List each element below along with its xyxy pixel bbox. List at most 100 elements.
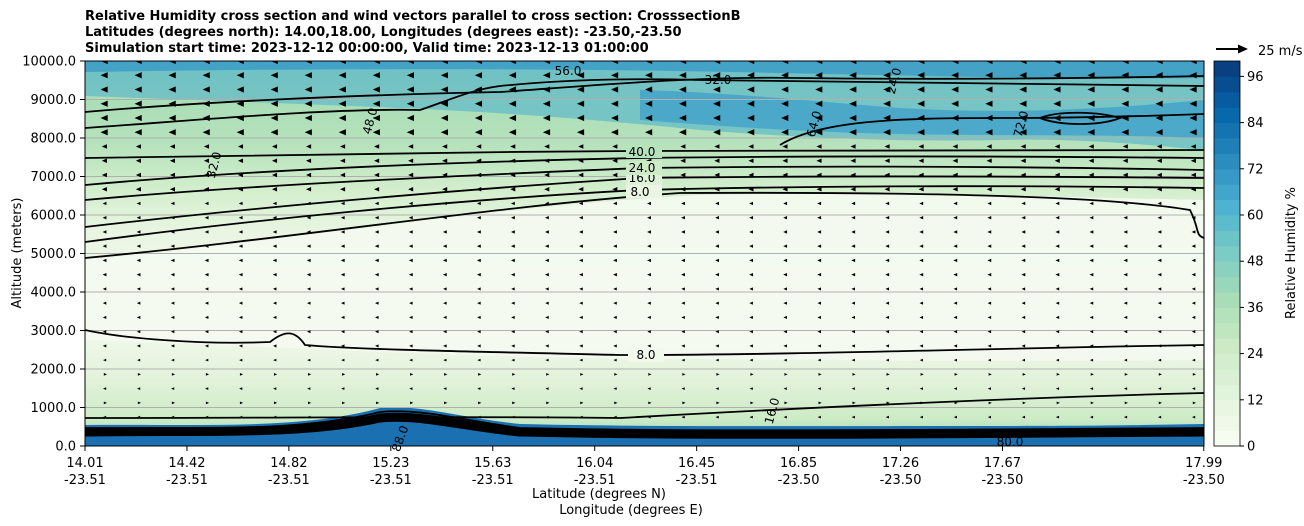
- wind-vector: [476, 216, 481, 220]
- wind-vector: [409, 387, 413, 391]
- wind-vector: [610, 100, 619, 107]
- wind-vector: [648, 372, 652, 376]
- wind-vector: [545, 201, 549, 206]
- wind-vector: [1190, 186, 1196, 192]
- wind-vector: [1157, 415, 1162, 419]
- wind-vector: [987, 258, 992, 263]
- wind-vector: [271, 144, 278, 149]
- wind-vector: [1191, 244, 1196, 248]
- wind-vector: [851, 315, 856, 319]
- wind-vector: [508, 114, 517, 122]
- wind-vector: [1123, 201, 1128, 206]
- wind-vector: [1191, 201, 1196, 206]
- wind-vector: [374, 272, 379, 277]
- wind-vector: [409, 287, 413, 291]
- wind-vector: [1089, 415, 1094, 419]
- colorbar-tick-label: 60: [1247, 209, 1264, 224]
- colorbar-tick-label: 96: [1247, 70, 1264, 85]
- wind-vector: [920, 372, 924, 376]
- wind-vector: [886, 401, 890, 405]
- wind-vector: [784, 372, 788, 376]
- wind-vector: [134, 129, 142, 136]
- wind-vector: [409, 344, 413, 348]
- wind-vector: [136, 216, 141, 220]
- wind-vector: [443, 287, 447, 291]
- wind-vector: [613, 415, 617, 419]
- wind-vector: [680, 158, 686, 163]
- wind-vector: [579, 216, 583, 220]
- y-tick-label: 7000.0: [31, 170, 77, 185]
- wind-vector: [477, 315, 481, 319]
- wind-vector: [781, 72, 789, 79]
- wind-vector: [817, 201, 822, 206]
- wind-vector: [135, 158, 141, 163]
- contour-label-24-top: 24.0: [884, 66, 904, 95]
- x-tick-label-lat: 16.04: [576, 456, 613, 471]
- wind-vector: [748, 144, 754, 149]
- wind-vector: [883, 72, 891, 79]
- wind-vector: [749, 301, 753, 305]
- wind-vector: [884, 158, 890, 163]
- wind-vector: [545, 315, 549, 319]
- wind-vector: [1021, 301, 1026, 305]
- wind-vector: [442, 230, 447, 234]
- contour-label-32-top: 32.0: [705, 73, 732, 87]
- colorbar-segment: [1214, 307, 1240, 324]
- wind-vector: [100, 114, 108, 122]
- wind-vector: [951, 61, 959, 65]
- y-tick-label: 0.0: [55, 440, 76, 455]
- wind-vector: [1021, 201, 1026, 206]
- wind-vector: [542, 61, 551, 65]
- wind-vector: [168, 129, 176, 136]
- wind-vector: [885, 244, 890, 248]
- wind-vector: [1123, 287, 1128, 291]
- wind-vector: [442, 258, 447, 263]
- wind-vector: [136, 244, 141, 248]
- wind-vector: [1089, 358, 1094, 362]
- wind-vector: [372, 86, 380, 93]
- wind-vector: [680, 144, 686, 149]
- wind-vector: [579, 330, 583, 334]
- wind-vector: [134, 100, 142, 107]
- wind-vector: [613, 301, 617, 305]
- wind-vector: [340, 230, 345, 234]
- wind-vector: [1157, 287, 1162, 291]
- wind-vector: [136, 272, 141, 277]
- wind-vector: [238, 272, 243, 277]
- wind-vector: [204, 258, 209, 263]
- wind-vector: [1155, 61, 1163, 65]
- wind-vector: [783, 230, 788, 234]
- wind-vector: [885, 287, 890, 291]
- wind-vector: [647, 315, 651, 319]
- wind-vector: [578, 172, 584, 178]
- wind-vector: [1158, 372, 1162, 376]
- wind-vector: [546, 401, 550, 405]
- wind-vector: [1157, 272, 1162, 277]
- wind-vector: [1192, 358, 1196, 362]
- wind-vector: [238, 216, 243, 220]
- wind-vector: [985, 86, 993, 93]
- wind-vector: [204, 230, 209, 234]
- wind-vector: [610, 129, 619, 136]
- wind-vector: [136, 315, 141, 319]
- wind-vector: [510, 158, 516, 163]
- wind-vector: [340, 272, 345, 277]
- wind-vector: [1157, 201, 1162, 206]
- wind-vector: [681, 216, 685, 220]
- wind-vector: [986, 186, 992, 192]
- wind-vector: [1155, 129, 1163, 136]
- colorbar-tick-label: 12: [1247, 393, 1264, 408]
- wind-vector: [613, 244, 617, 248]
- wind-vector: [477, 301, 481, 305]
- wind-vector: [1121, 114, 1129, 122]
- wind-vector: [681, 258, 685, 263]
- wind-vector: [919, 258, 924, 263]
- wind-vector: [1122, 144, 1128, 149]
- wind-vector: [238, 258, 243, 263]
- wind-vector: [679, 61, 687, 65]
- wind-vector: [170, 344, 175, 348]
- colorbar-segment: [1214, 168, 1240, 185]
- wind-vector: [1053, 100, 1061, 107]
- wind-vector: [169, 172, 175, 178]
- wind-vector: [478, 401, 482, 405]
